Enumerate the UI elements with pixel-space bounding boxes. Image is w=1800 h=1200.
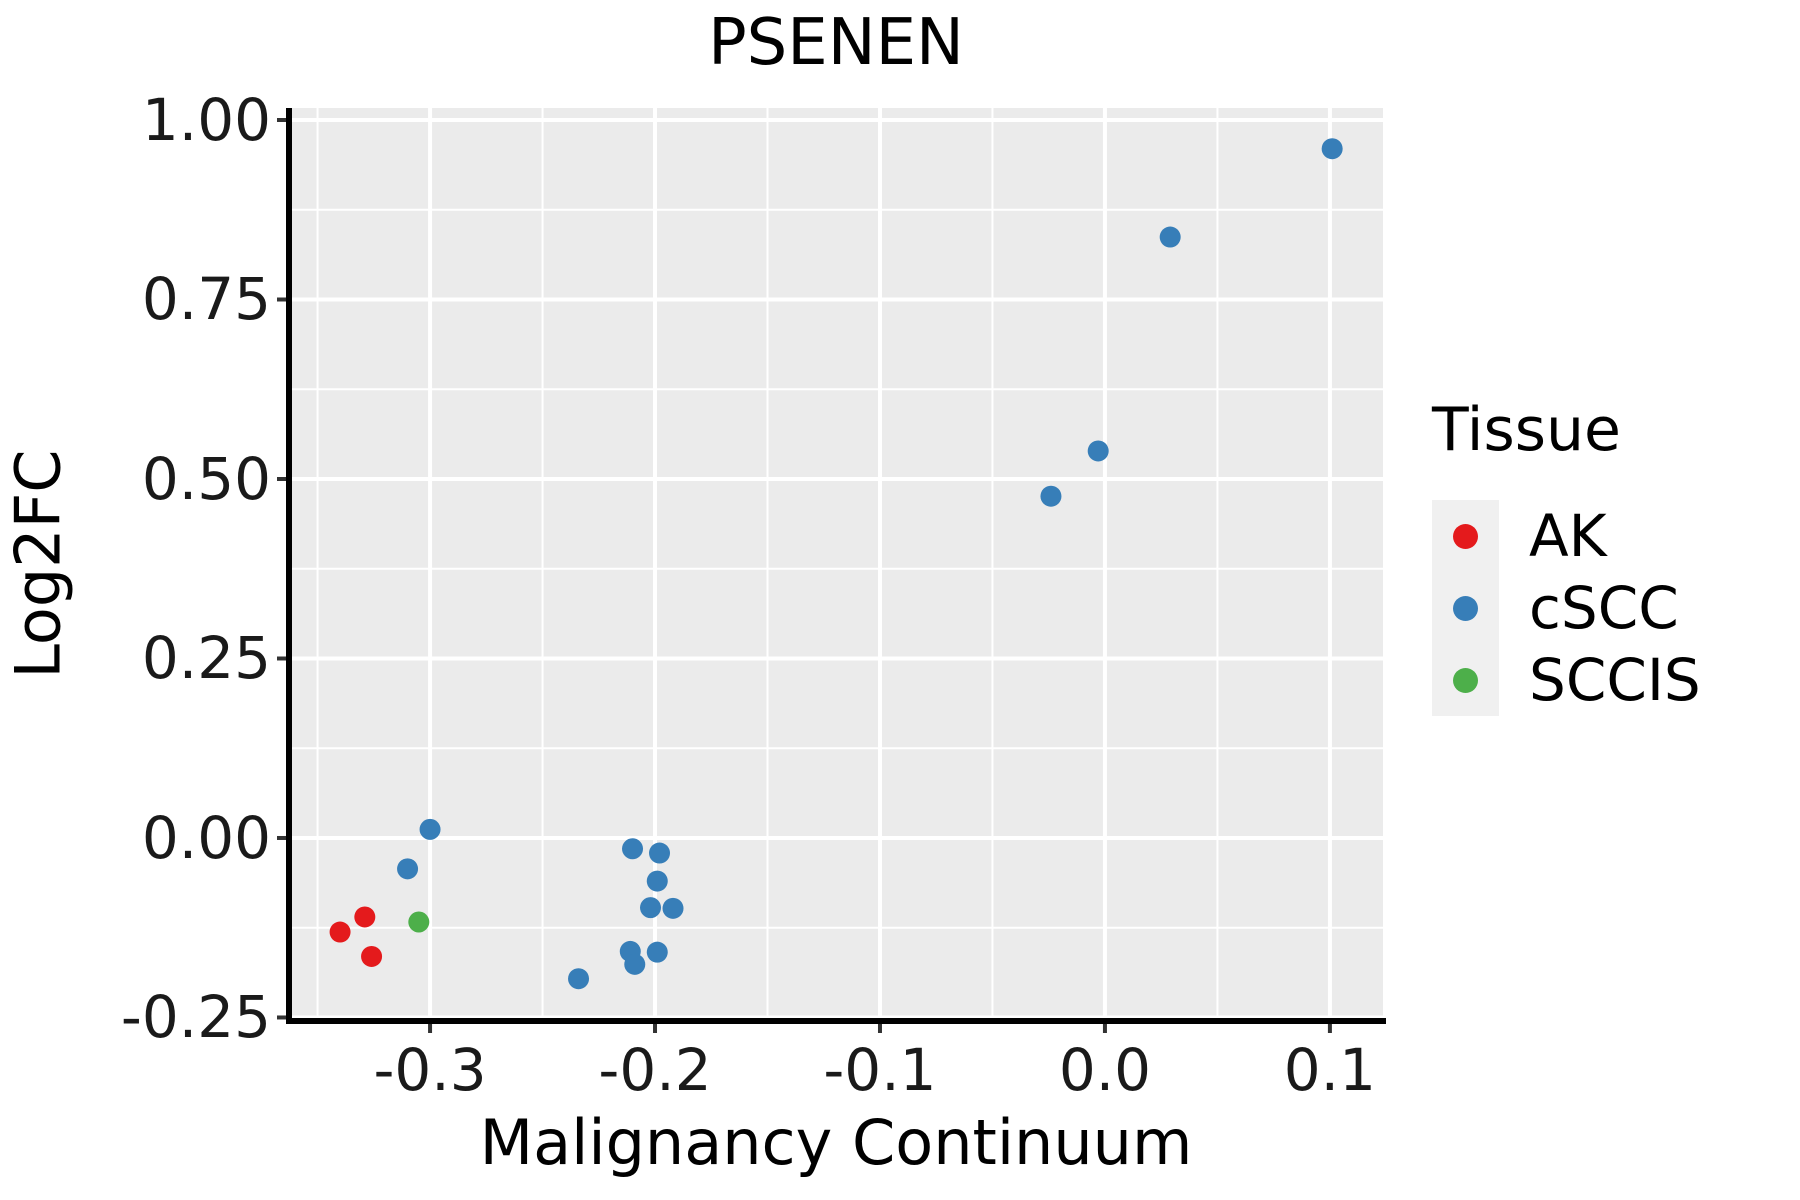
- x-tick-label: -0.3: [373, 1036, 487, 1104]
- data-point-cscc: [419, 818, 441, 840]
- legend-key: [1432, 572, 1499, 644]
- legend-key: [1432, 500, 1499, 572]
- legend-item-ak: AK: [1432, 500, 1701, 572]
- legend-key: [1432, 644, 1499, 716]
- data-point-cscc: [397, 858, 419, 880]
- data-point-cscc: [622, 838, 644, 860]
- data-point-ak: [329, 921, 351, 943]
- data-point-cscc: [662, 897, 684, 919]
- x-tick-label: -0.2: [598, 1036, 712, 1104]
- y-tick-label: 0.00: [141, 803, 271, 872]
- y-tick-label: 1.00: [141, 85, 271, 154]
- data-point-cscc: [1159, 226, 1181, 248]
- legend-items: AK cSCC SCCIS: [1432, 500, 1701, 716]
- data-point-cscc: [1321, 138, 1343, 160]
- legend-title: Tissue: [1432, 395, 1621, 465]
- data-point-ak: [361, 945, 383, 967]
- data-point-cscc: [640, 897, 662, 919]
- y-tick-label: 0.75: [141, 265, 271, 334]
- panel-background: [289, 108, 1383, 1021]
- x-tick-label: 0.0: [1058, 1036, 1152, 1104]
- legend: Tissue AK cSCC SCCIS: [1432, 400, 1701, 716]
- data-point-cscc: [646, 870, 668, 892]
- legend-dot-icon: [1453, 595, 1478, 621]
- data-point-cscc: [1087, 440, 1109, 462]
- legend-item-label: cSCC: [1529, 574, 1679, 642]
- data-point-cscc: [624, 953, 646, 975]
- x-tick-label: 0.1: [1283, 1036, 1377, 1104]
- data-point-cscc: [649, 842, 671, 864]
- y-tick-label: -0.25: [120, 983, 271, 1052]
- legend-item-sccis: SCCIS: [1432, 644, 1701, 716]
- data-point-cscc: [646, 941, 668, 963]
- x-axis-title: Malignancy Continuum: [479, 1106, 1193, 1179]
- legend-item-label: AK: [1529, 502, 1607, 570]
- y-tick-label: 0.50: [141, 444, 271, 513]
- data-point-sccis: [408, 911, 430, 933]
- legend-dot-icon: [1453, 667, 1478, 693]
- y-tick-label: 0.25: [141, 624, 271, 693]
- data-point-cscc: [568, 968, 590, 990]
- x-tick-label: -0.1: [823, 1036, 937, 1104]
- legend-item-label: SCCIS: [1529, 646, 1701, 714]
- data-point-cscc: [1040, 485, 1062, 507]
- legend-dot-icon: [1453, 523, 1478, 549]
- plot-title: PSENEN: [708, 6, 964, 80]
- legend-item-cscc: cSCC: [1432, 572, 1701, 644]
- data-point-ak: [354, 906, 376, 928]
